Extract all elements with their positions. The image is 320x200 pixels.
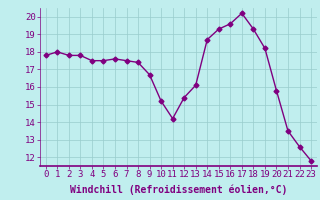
X-axis label: Windchill (Refroidissement éolien,°C): Windchill (Refroidissement éolien,°C) (70, 185, 287, 195)
